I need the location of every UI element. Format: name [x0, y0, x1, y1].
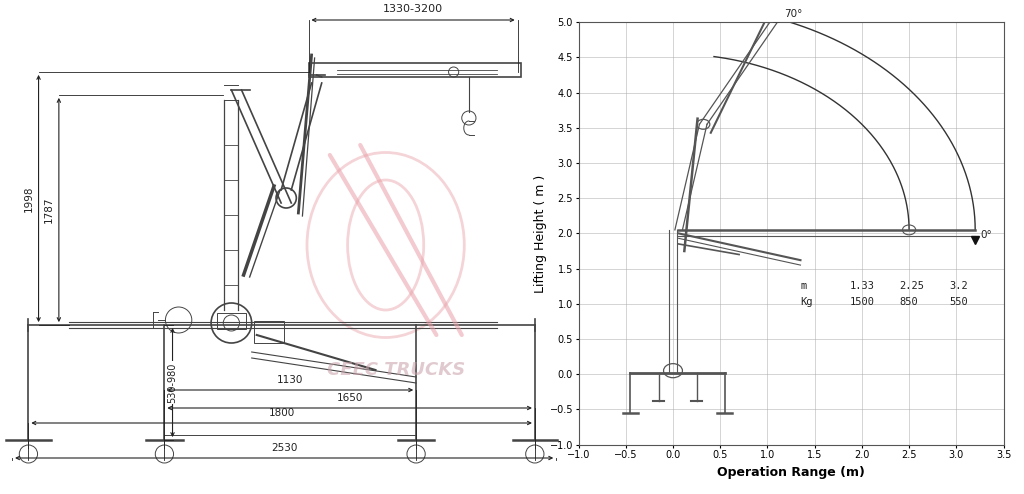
- Text: 1500: 1500: [850, 297, 874, 307]
- Text: m: m: [801, 281, 807, 291]
- Text: 2.25: 2.25: [900, 281, 925, 291]
- Text: 0°: 0°: [980, 230, 991, 241]
- Text: 530-980: 530-980: [168, 362, 177, 403]
- Text: CEEC TRUCKS: CEEC TRUCKS: [327, 361, 465, 379]
- Text: 1.33: 1.33: [850, 281, 874, 291]
- Text: 550: 550: [949, 297, 969, 307]
- Text: 850: 850: [900, 297, 919, 307]
- Text: 1787: 1787: [44, 197, 53, 223]
- X-axis label: Operation Range (m): Operation Range (m): [717, 466, 865, 479]
- Text: 1998: 1998: [24, 185, 34, 212]
- Text: 70°: 70°: [784, 9, 802, 19]
- Text: 1330-3200: 1330-3200: [383, 4, 443, 14]
- Bar: [308, 63, 520, 77]
- Text: 2530: 2530: [271, 443, 297, 453]
- Text: 1800: 1800: [268, 408, 295, 418]
- Y-axis label: Lifting Height ( m ): Lifting Height ( m ): [534, 174, 547, 292]
- Bar: [217, 313, 246, 329]
- Text: 1650: 1650: [337, 393, 362, 403]
- Bar: [254, 321, 285, 343]
- Text: 1130: 1130: [278, 375, 303, 385]
- Text: Kg: Kg: [801, 297, 813, 307]
- Text: 3.2: 3.2: [949, 281, 969, 291]
